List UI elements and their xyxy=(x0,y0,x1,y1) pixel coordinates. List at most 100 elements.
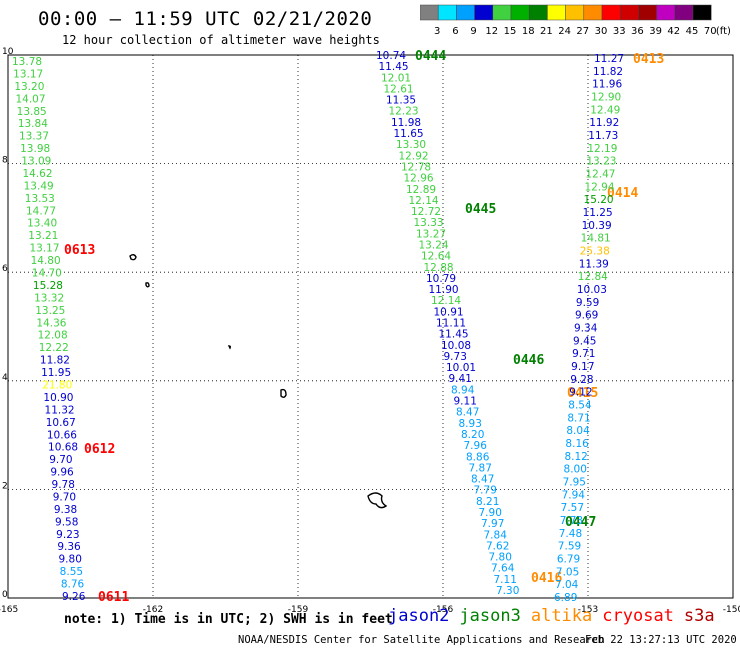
track-left-value: 9.70 xyxy=(49,454,72,466)
track-mid-value: 13.33 xyxy=(414,217,444,229)
track-right-value: 12.90 xyxy=(591,92,621,104)
track-right-value: 7.73 xyxy=(560,515,583,527)
y-tick-label: 8 xyxy=(2,156,8,166)
track-left-value: 13.40 xyxy=(27,218,57,230)
track-mid-value: 7.97 xyxy=(481,518,504,530)
track-left-value: 8.76 xyxy=(61,579,85,591)
track-mid-value: 12.01 xyxy=(381,72,411,84)
track-left-value: 13.21 xyxy=(28,230,58,242)
pass-label-0415: 0415 xyxy=(567,386,598,401)
track-right-value: 7.57 xyxy=(561,502,584,514)
track-right-value: 7.48 xyxy=(559,528,582,540)
track-left-value: 13.49 xyxy=(24,180,54,192)
track-right-value: 11.39 xyxy=(579,258,609,270)
track-mid-value: 7.84 xyxy=(484,529,508,541)
island-d xyxy=(280,388,287,398)
track-right-value: 11.73 xyxy=(588,130,618,142)
track-right-value: 12.49 xyxy=(590,104,620,116)
y-tick-label: 0 xyxy=(2,590,8,600)
track-right-value: 14.81 xyxy=(581,233,611,245)
track-mid-value: 10.74 xyxy=(376,50,406,62)
track-right-value: 13.23 xyxy=(586,156,616,168)
track-right-value: 7.95 xyxy=(563,477,586,489)
track-mid-value: 7.96 xyxy=(464,440,488,452)
track-mid-value: 12.23 xyxy=(389,106,419,118)
track-left-value: 13.78 xyxy=(12,56,42,68)
track-left-value: 9.36 xyxy=(57,541,81,553)
scale-tick-label: 6 xyxy=(452,26,458,37)
legend-s3a: s3a xyxy=(683,606,715,626)
legend-altika: altika xyxy=(530,606,593,626)
pass-label-0612: 0612 xyxy=(84,442,115,457)
track-left-value: 14.80 xyxy=(31,255,61,267)
track-left-value: 14.07 xyxy=(15,93,45,105)
track-left-value: 21.80 xyxy=(42,379,72,391)
satellite-legend: jason2 jason3 altika cryosat s3a xyxy=(388,606,725,626)
scale-tick-label: 30 xyxy=(595,26,608,37)
track-right-value: 9.12 xyxy=(569,387,592,399)
track-mid-value: 7.80 xyxy=(489,552,512,564)
track-right-value: 25.38 xyxy=(580,246,610,258)
track-left-value: 13.17 xyxy=(29,243,59,255)
credit-line: NOAA/NESDIS Center for Satellite Applica… xyxy=(238,634,605,646)
track-left-value: 11.32 xyxy=(45,404,75,416)
track-right-value: 6.89 xyxy=(554,592,577,604)
island-c xyxy=(227,345,232,350)
track-mid-value: 8.20 xyxy=(461,429,484,441)
track-right-value: 10.03 xyxy=(577,284,607,296)
track-mid-value: 8.47 xyxy=(471,474,494,486)
track-left-value: 13.32 xyxy=(34,292,64,304)
track-right-value: 8.71 xyxy=(567,412,590,424)
pass-label-0444: 0444 xyxy=(415,49,446,64)
track-mid-value: 7.79 xyxy=(474,485,497,497)
scale-tick-label: 3 xyxy=(434,26,440,37)
x-tick-label: -165 xyxy=(0,605,18,615)
map-title: 00:00 – 11:59 UTC 02/21/2020 xyxy=(38,8,373,30)
track-left-value: 9.96 xyxy=(50,467,74,479)
track-mid-value: 7.62 xyxy=(486,540,509,552)
track-left-value: 8.55 xyxy=(60,566,83,578)
track-right-value: 7.04 xyxy=(555,579,579,591)
track-left-value: 12.08 xyxy=(38,330,68,342)
track-mid-value: 13.24 xyxy=(419,239,449,251)
island-e xyxy=(367,492,388,509)
track-mid-value: 8.93 xyxy=(459,418,482,430)
legend-cryosat: cryosat xyxy=(602,606,674,626)
track-left-value: 14.62 xyxy=(22,168,52,180)
scale-tick-label: 39 xyxy=(649,26,662,37)
track-left-value: 10.68 xyxy=(48,442,78,454)
y-tick-label: 4 xyxy=(2,373,8,383)
track-left-value: 9.80 xyxy=(59,554,82,566)
track-left-value: 13.85 xyxy=(17,106,47,118)
track-left-value: 11.82 xyxy=(40,355,70,367)
y-tick-label: 10 xyxy=(2,47,14,57)
track-mid-value: 8.47 xyxy=(456,407,479,419)
track-mid-value: 9.11 xyxy=(454,396,477,408)
x-tick-label: -156 xyxy=(433,605,454,615)
track-right-value: 7.94 xyxy=(562,489,586,501)
track-left-value: 13.37 xyxy=(19,131,49,143)
track-left-value: 9.38 xyxy=(54,504,77,516)
track-mid-value: 12.64 xyxy=(421,251,451,263)
track-mid-value: 7.30 xyxy=(496,585,519,597)
scale-tick-label: 15 xyxy=(504,26,517,37)
track-left-value: 14.77 xyxy=(26,205,56,217)
track-right-value: 7.59 xyxy=(558,541,581,553)
track-left-value: 13.17 xyxy=(13,68,43,80)
track-mid-value: 12.14 xyxy=(431,295,461,307)
track-mid-value: 13.27 xyxy=(416,228,446,240)
track-left-value: 11.95 xyxy=(41,367,71,379)
scale-tick-label: (ft) xyxy=(716,26,730,37)
track-right-value: 11.92 xyxy=(589,117,619,129)
track-left-value: 9.26 xyxy=(62,591,86,603)
track-right-value: 8.12 xyxy=(564,451,587,463)
track-left-value: 9.58 xyxy=(55,516,78,528)
footer-note: note: 1) Time is in UTC; 2) SWH is in fe… xyxy=(64,612,393,627)
color-scale: 3 6 9 12 15 18 21 24 27 30 33 36 39 42 45 70 (ft) xyxy=(420,4,730,37)
track-left-value: 14.70 xyxy=(32,268,62,280)
track-right-value: 7.05 xyxy=(556,566,579,578)
island-b xyxy=(145,282,150,288)
track-left-value: 9.23 xyxy=(56,529,79,541)
track-mid-value: 10.01 xyxy=(446,362,476,374)
